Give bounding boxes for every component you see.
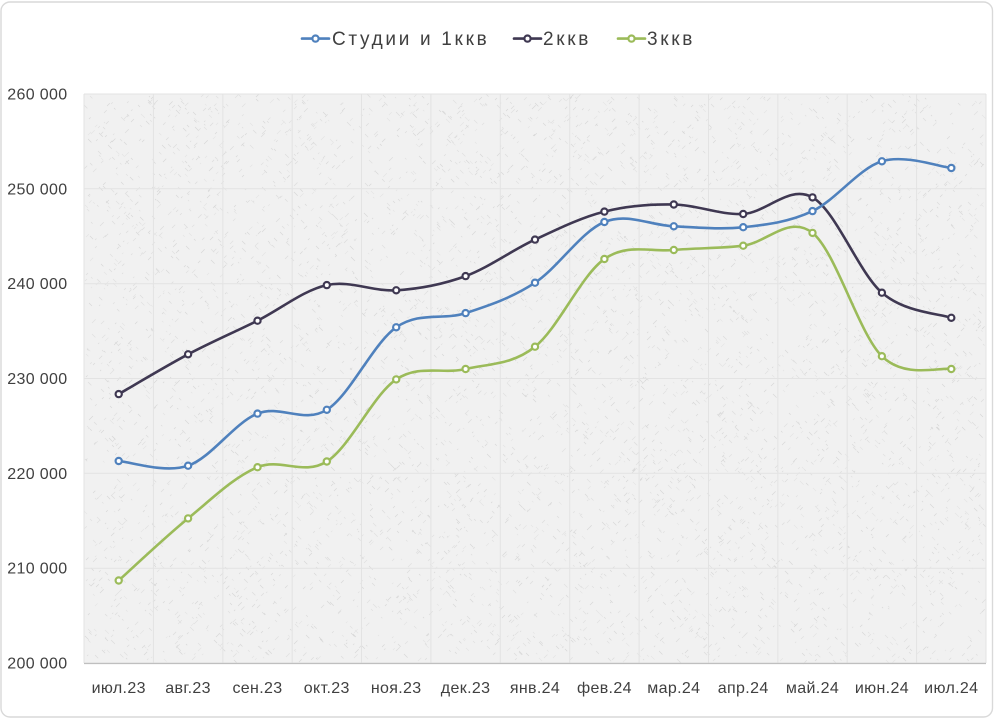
svg-text:3ккв: 3ккв xyxy=(647,29,695,50)
svg-text:янв.24: янв.24 xyxy=(510,680,560,697)
svg-text:апр.24: апр.24 xyxy=(718,680,769,697)
svg-text:мар.24: мар.24 xyxy=(647,680,700,697)
svg-text:сен.23: сен.23 xyxy=(232,680,282,697)
svg-text:июл.23: июл.23 xyxy=(92,680,146,697)
svg-text:Студии и 1ккв: Студии и 1ккв xyxy=(332,29,489,50)
svg-text:июл.24: июл.24 xyxy=(924,680,978,697)
svg-text:ноя.23: ноя.23 xyxy=(371,680,422,697)
svg-text:210 000: 210 000 xyxy=(7,561,67,578)
svg-text:240 000: 240 000 xyxy=(7,276,67,293)
svg-text:фев.24: фев.24 xyxy=(577,680,632,697)
svg-text:июн.24: июн.24 xyxy=(855,680,909,697)
svg-text:дек.23: дек.23 xyxy=(441,680,491,697)
svg-text:200 000: 200 000 xyxy=(7,656,67,673)
svg-text:2ккв: 2ккв xyxy=(543,29,591,50)
svg-text:окт.23: окт.23 xyxy=(304,680,350,697)
svg-text:230 000: 230 000 xyxy=(7,371,67,388)
svg-text:май.24: май.24 xyxy=(786,680,839,697)
svg-text:авг.23: авг.23 xyxy=(165,680,211,697)
svg-text:260 000: 260 000 xyxy=(7,87,67,104)
svg-text:220 000: 220 000 xyxy=(7,466,67,483)
svg-text:250 000: 250 000 xyxy=(7,181,67,198)
